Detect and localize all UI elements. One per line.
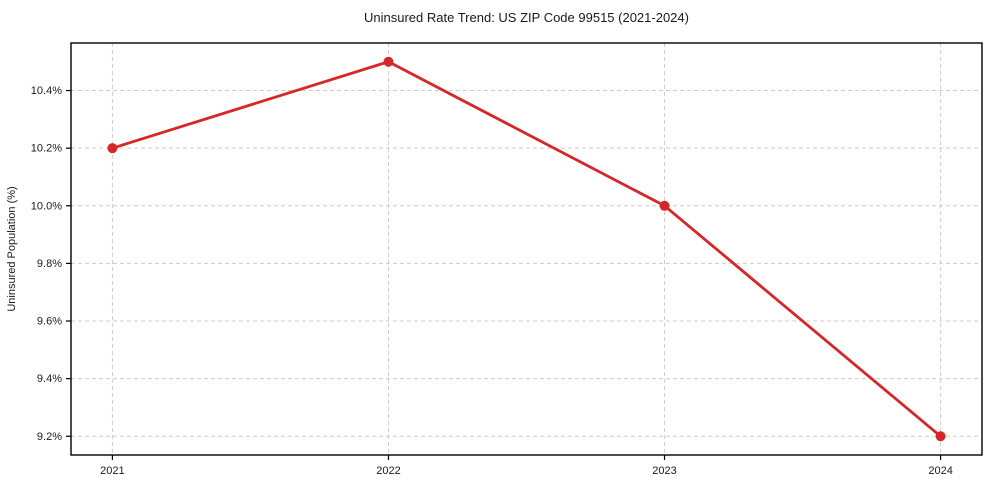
chart-title: Uninsured Rate Trend: US ZIP Code 99515 …	[364, 10, 689, 25]
trend-line	[111, 60, 942, 438]
plot-frame	[70, 42, 983, 456]
y-tick-label: 9.2%	[37, 431, 62, 443]
x-tick-label: 2024	[928, 465, 952, 477]
y-tick-label: 9.8%	[37, 258, 62, 270]
y-tick-label: 10.2%	[31, 143, 62, 155]
trend-line-series	[107, 56, 946, 442]
data-point-marker	[935, 431, 946, 442]
y-tick-label: 10.0%	[31, 200, 62, 212]
data-point-marker	[659, 200, 670, 211]
y-tick-label: 9.4%	[37, 373, 62, 385]
x-tick-label: 2023	[652, 465, 676, 477]
y-tick-label: 9.6%	[37, 316, 62, 328]
data-point-marker	[107, 143, 118, 154]
y-tick-label: 10.4%	[31, 85, 62, 97]
grid-layer	[71, 43, 982, 455]
x-tick-label: 2022	[376, 465, 400, 477]
x-tick-label: 2021	[100, 465, 124, 477]
data-point-marker	[383, 56, 394, 67]
y-axis-label: Uninsured Population (%)	[6, 186, 18, 311]
axis-layer: 9.2% 9.4% 9.6% 9.8% 10.0% 10.2% 10.4% 2021 2022 2…	[31, 42, 983, 477]
